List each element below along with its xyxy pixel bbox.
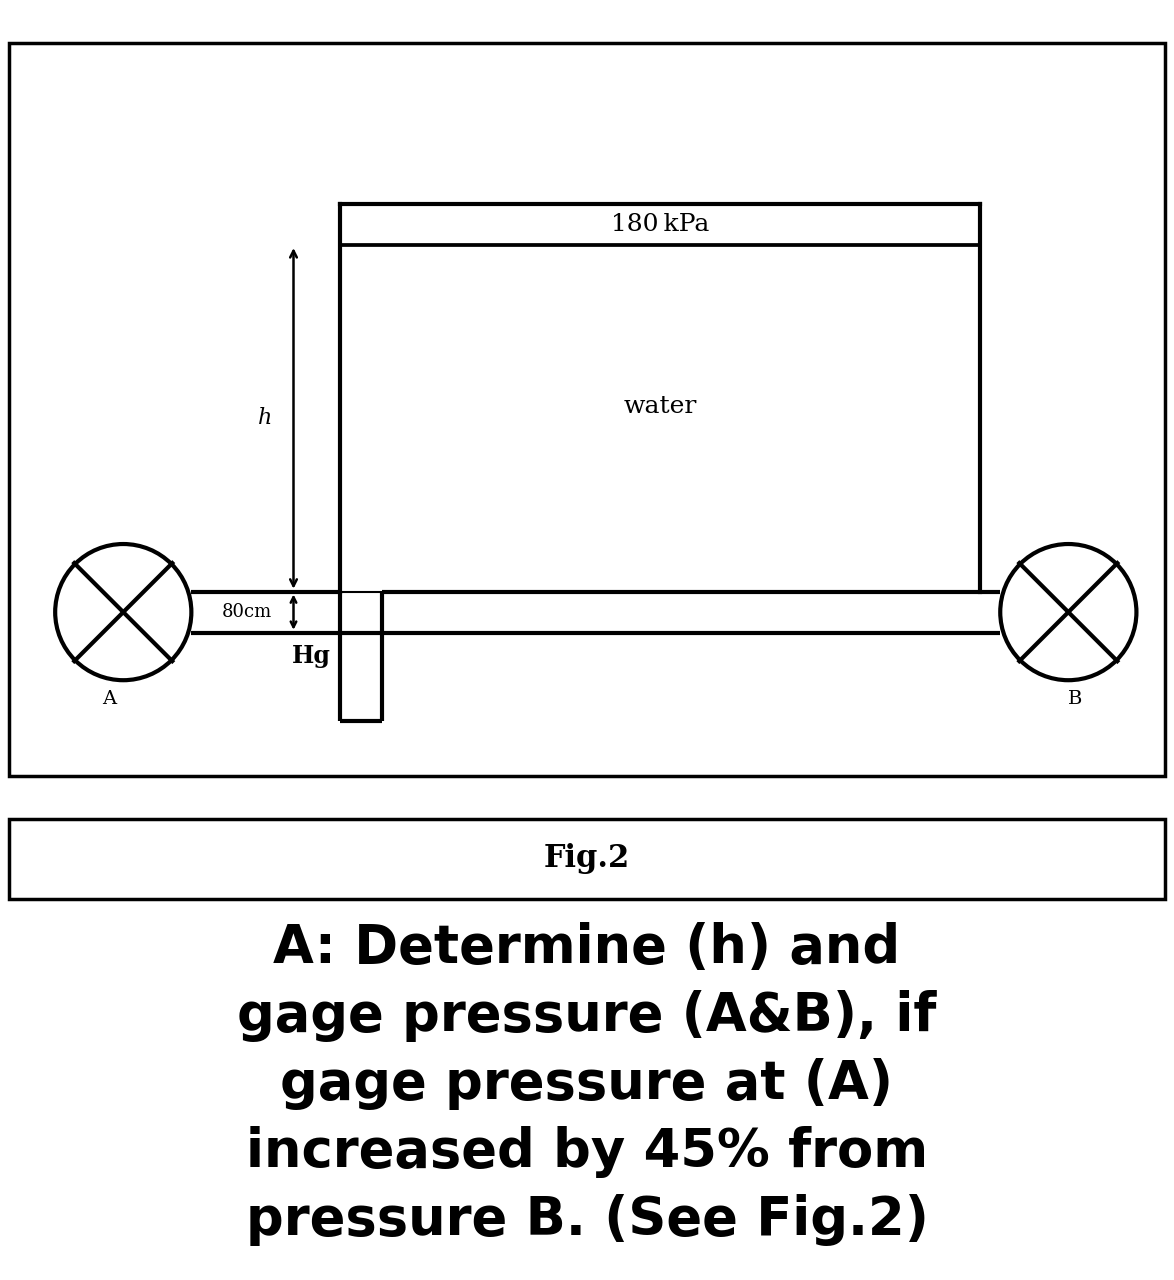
Text: h: h (258, 407, 272, 429)
Text: 80cm: 80cm (222, 603, 272, 621)
Text: Hg: Hg (292, 644, 331, 668)
Text: gage pressure (A&B), if: gage pressure (A&B), if (237, 989, 937, 1042)
Text: increased by 45% from: increased by 45% from (245, 1125, 929, 1178)
Text: Fig.2: Fig.2 (544, 844, 630, 874)
Text: A: Determine (h) and: A: Determine (h) and (274, 922, 900, 974)
Text: A: A (102, 690, 116, 708)
Text: B: B (1068, 690, 1082, 708)
Text: pressure B. (See Fig.2): pressure B. (See Fig.2) (245, 1193, 929, 1245)
Text: 180 kPa: 180 kPa (612, 214, 709, 237)
Text: water: water (623, 396, 697, 419)
Text: gage pressure at (A): gage pressure at (A) (281, 1057, 893, 1110)
